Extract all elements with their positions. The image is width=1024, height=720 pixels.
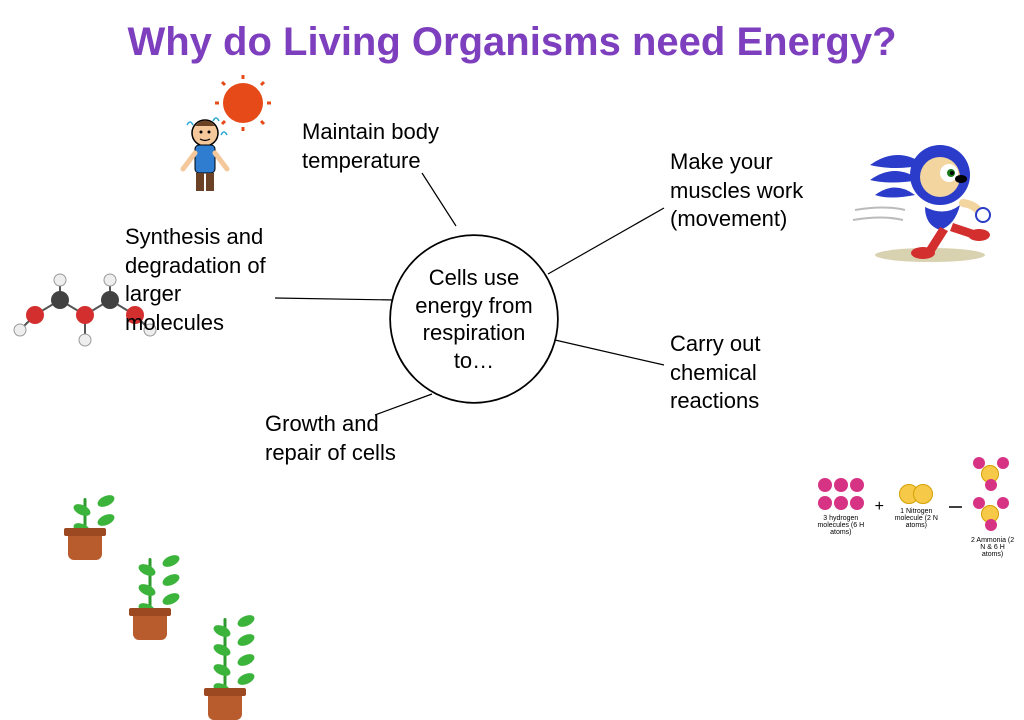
spoke-label-growth: Growth and repair of cells	[265, 410, 425, 467]
spoke-label-synthesis: Synthesis and degradation of larger mole…	[125, 223, 275, 337]
reaction-label-ammonia: 2 Ammonia (2 N & 6 H atoms)	[970, 537, 1015, 558]
running-character-icon	[845, 115, 1005, 265]
hot-person-icon	[165, 75, 285, 195]
reaction-label-nitrogen: 1 Nitrogen molecule (2 N atoms)	[892, 508, 941, 529]
center-hub: Cells use energy from respiration to…	[390, 235, 558, 403]
chemical-reaction-icon: 3 hydrogen molecules (6 H atoms) + 1 Nit…	[815, 455, 1015, 545]
spoke-label-temperature: Maintain body temperature	[302, 118, 502, 175]
spoke-label-muscles: Make your muscles work (movement)	[670, 148, 840, 234]
center-hub-text: Cells use energy from respiration to…	[401, 264, 547, 374]
reaction-label-hydrogen: 3 hydrogen molecules (6 H atoms)	[815, 515, 867, 536]
spoke-label-chemical: Carry out chemical reactions	[670, 330, 830, 416]
